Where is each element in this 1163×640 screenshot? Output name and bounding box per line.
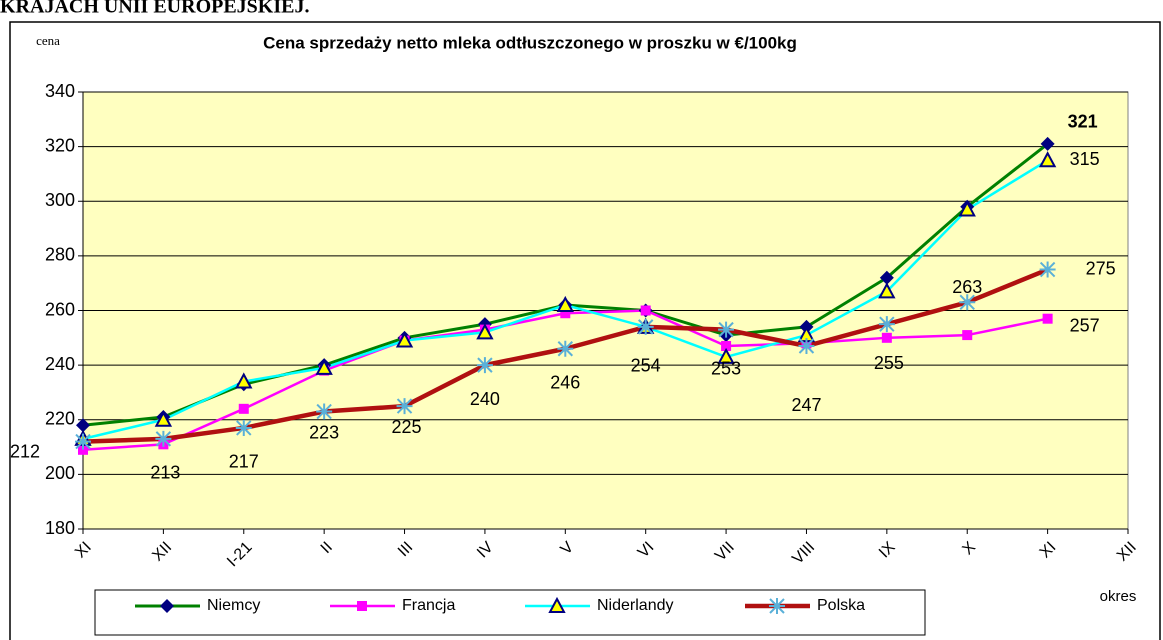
data-label: 246 — [550, 372, 580, 392]
y-tick-label: 260 — [45, 299, 75, 319]
data-label: 253 — [711, 358, 741, 378]
data-label: 255 — [874, 353, 904, 373]
data-label: 321 — [1068, 112, 1098, 132]
y-tick-label: 280 — [45, 245, 75, 265]
legend-label: Niderlandy — [597, 597, 673, 614]
marker — [238, 403, 249, 414]
marker — [640, 305, 651, 316]
marker — [718, 321, 735, 338]
marker — [396, 398, 413, 415]
data-label: 213 — [150, 463, 180, 483]
marker — [560, 308, 571, 319]
marker — [235, 372, 253, 389]
data-label: 275 — [1086, 258, 1116, 278]
data-label: 212 — [10, 441, 40, 461]
data-label: 315 — [1070, 149, 1100, 169]
y-tick-label: 240 — [45, 354, 75, 374]
data-label: 257 — [1070, 315, 1100, 335]
marker — [76, 418, 90, 433]
y-tick-label: 320 — [45, 135, 75, 155]
marker — [395, 331, 414, 348]
y-tick-label: 300 — [45, 190, 75, 210]
marker — [1038, 151, 1057, 168]
data-label: 247 — [791, 395, 821, 415]
marker — [1040, 136, 1055, 151]
y-axis-label: cena — [36, 33, 60, 48]
marker — [1039, 261, 1056, 278]
y-tick-label: 340 — [45, 81, 75, 101]
marker — [315, 358, 333, 375]
marker — [958, 200, 976, 217]
data-label: 240 — [470, 389, 500, 409]
y-tick-label: 200 — [45, 463, 75, 483]
marker — [878, 316, 895, 333]
marker — [78, 444, 88, 455]
marker — [316, 403, 333, 420]
marker — [879, 270, 894, 285]
marker — [476, 357, 493, 374]
marker — [878, 282, 896, 299]
legend-label: Polska — [817, 597, 865, 614]
marker — [476, 323, 494, 340]
y-tick-label: 220 — [45, 409, 75, 429]
legend-marker — [769, 598, 785, 614]
marker — [717, 347, 735, 364]
marker — [881, 332, 892, 343]
legend — [94, 589, 926, 636]
legend-label: Francja — [402, 597, 455, 614]
marker — [962, 330, 973, 341]
marker — [637, 318, 654, 335]
y-tick-label: 180 — [45, 518, 75, 538]
page-header: KRAJACH UNII EUROPEJSKIEJ. — [0, 0, 309, 18]
legend-label: Niemcy — [207, 597, 260, 614]
marker — [556, 295, 574, 313]
marker — [154, 410, 173, 427]
legend-marker — [548, 596, 566, 613]
marker — [959, 294, 976, 311]
marker — [75, 433, 91, 450]
legend-marker — [357, 601, 367, 611]
data-label: 217 — [229, 452, 259, 472]
marker — [721, 341, 732, 352]
data-label: 263 — [952, 277, 982, 297]
chart-title: Cena sprzedaży netto mleka odtłuszczoneg… — [263, 33, 797, 52]
legend-marker — [160, 599, 174, 613]
marker — [235, 419, 252, 436]
marker — [798, 338, 815, 355]
data-label: 254 — [631, 356, 661, 376]
data-label: 223 — [309, 422, 339, 442]
x-axis-label: okres — [1100, 588, 1137, 605]
data-label: 225 — [392, 417, 422, 437]
marker — [557, 340, 574, 357]
marker — [1042, 313, 1053, 324]
marker — [155, 430, 172, 447]
